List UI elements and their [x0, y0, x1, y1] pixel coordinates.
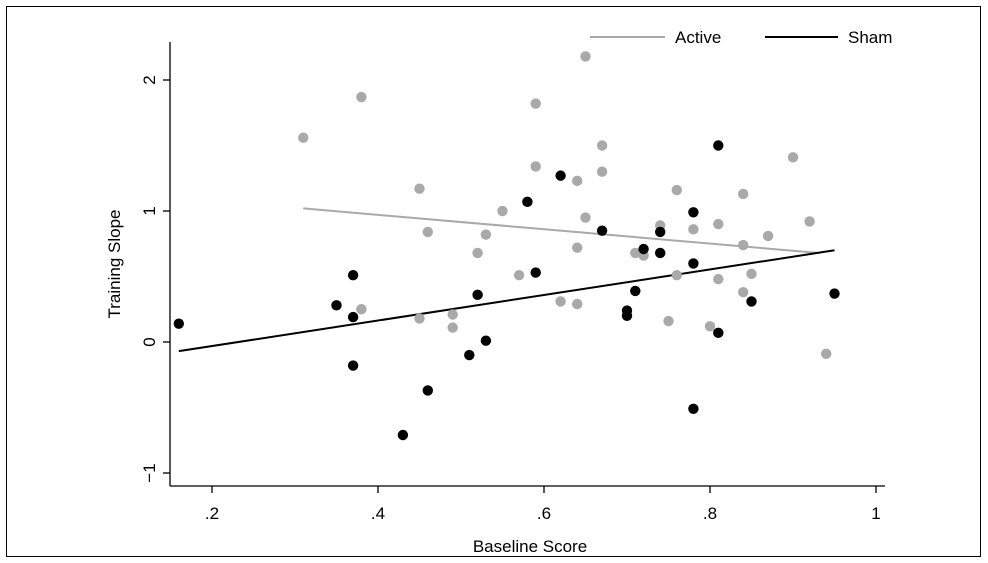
point-active: [596, 166, 608, 177]
x-tick-label: .4: [371, 504, 385, 523]
fit-lines: [178, 207, 835, 353]
x-tick-label: .6: [537, 504, 551, 523]
fit-line-sham: [178, 249, 835, 353]
point-sham: [655, 247, 666, 259]
y-axis-title: Training Slope: [105, 210, 124, 319]
point-active: [356, 304, 367, 315]
point-active: [671, 184, 682, 196]
point-sham: [630, 285, 641, 297]
point-active: [663, 315, 674, 327]
point-active: [630, 247, 641, 259]
x-axis-title: Baseline Score: [473, 537, 587, 556]
point-active: [572, 298, 583, 310]
point-active: [572, 175, 583, 187]
legend-label-active: Active: [675, 28, 721, 47]
x-ticks: .2 .4 .6 .8 1: [205, 486, 881, 523]
point-sham: [173, 318, 184, 329]
point-active: [497, 205, 508, 217]
point-active: [472, 247, 483, 259]
chart-frame: [6, 6, 981, 557]
point-sham: [621, 310, 633, 321]
legend-label-sham: Sham: [848, 28, 892, 47]
point-active: [713, 273, 724, 285]
point-active: [738, 287, 749, 298]
y-ticks: −1 0 1 2: [140, 75, 170, 483]
point-sham: [638, 243, 649, 255]
point-active: [555, 296, 566, 307]
point-active: [704, 321, 716, 332]
point-sham: [331, 300, 342, 311]
point-sham: [522, 196, 533, 208]
point-active: [804, 216, 815, 227]
point-active: [447, 309, 458, 320]
point-active: [530, 98, 541, 109]
point-sham: [347, 269, 359, 281]
point-active: [414, 183, 425, 194]
point-active: [738, 188, 749, 200]
point-active: [762, 230, 774, 242]
point-sham: [713, 140, 724, 151]
point-sham: [480, 335, 492, 346]
point-sham: [688, 207, 699, 218]
point-sham: [347, 360, 359, 371]
point-active: [787, 152, 799, 163]
point-sham: [397, 429, 409, 441]
point-sham: [422, 385, 433, 396]
point-active: [688, 224, 699, 235]
point-active: [821, 348, 832, 359]
point-sham: [746, 296, 757, 307]
point-sham: [472, 289, 483, 301]
point-sham: [829, 288, 840, 299]
point-active: [356, 91, 367, 103]
point-sham: [555, 170, 566, 181]
point-sham: [688, 258, 699, 269]
y-tick-label: 1: [140, 206, 159, 215]
point-active: [513, 269, 525, 281]
point-active: [580, 51, 591, 62]
point-sham: [655, 226, 666, 238]
point-active: [580, 212, 591, 223]
point-active: [572, 242, 583, 253]
point-active: [414, 313, 425, 324]
point-sham: [596, 225, 608, 236]
legend: Active Sham: [590, 28, 892, 47]
fit-line-active: [303, 207, 818, 254]
point-active: [530, 161, 541, 172]
point-active: [596, 140, 608, 151]
point-sham: [347, 311, 359, 323]
y-tick-label: −1: [140, 463, 159, 482]
point-sham: [688, 403, 699, 415]
point-sham: [464, 349, 475, 361]
data-points: [173, 51, 840, 441]
point-sham: [530, 267, 541, 278]
y-tick-label: 0: [140, 337, 159, 346]
y-tick-label: 2: [140, 75, 159, 84]
point-active: [738, 239, 749, 251]
point-active: [671, 269, 682, 281]
point-active: [713, 218, 724, 230]
point-active: [480, 229, 492, 240]
point-active: [298, 132, 309, 143]
x-tick-label: .2: [205, 504, 219, 523]
point-active: [447, 322, 458, 333]
point-sham: [713, 327, 724, 339]
x-tick-label: 1: [871, 504, 880, 523]
point-active: [422, 226, 433, 238]
x-tick-label: .8: [703, 504, 717, 523]
point-active: [746, 268, 757, 280]
